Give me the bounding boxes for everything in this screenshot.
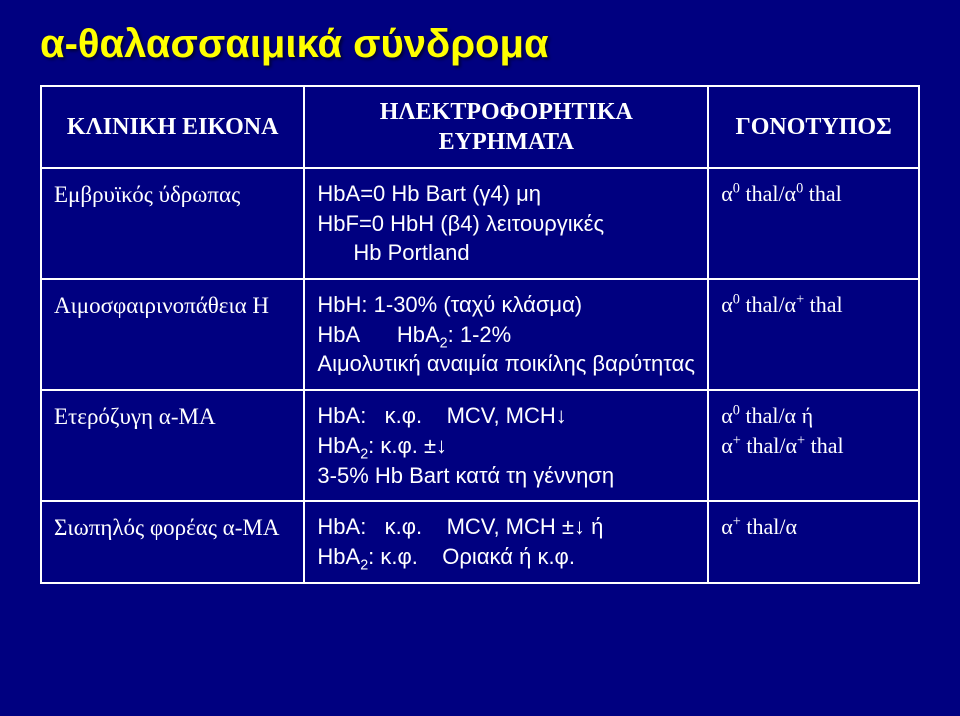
cell-clinical: Αιμοσφαιρινοπάθεια Η (41, 279, 304, 390)
cell-findings: HbA: κ.φ. MCV, MCH ±↓ ή HbA2: κ.φ. Οριακ… (304, 501, 708, 582)
cell-findings: HbA=0 Hb Bart (γ4) μη HbF=0 HbH (β4) λει… (304, 168, 708, 279)
findings-line: HbF=0 HbH (β4) λειτουργικές (317, 211, 604, 236)
findings-line: 3-5% Hb Bart κατά τη γέννηση (317, 463, 614, 488)
cell-genotype: α0 thal/α+ thal (708, 279, 919, 390)
cell-clinical: Ετερόζυγη α-ΜΑ (41, 390, 304, 501)
cell-findings: HbA: κ.φ. MCV, MCH↓ HbA2: κ.φ. ±↓ 3-5% H… (304, 390, 708, 501)
findings-line: HbA: κ.φ. MCV, MCH↓ (317, 403, 566, 428)
findings-line: HbH: 1-30% (ταχύ κλάσμα) (317, 292, 582, 317)
table-row: Ετερόζυγη α-ΜΑ HbA: κ.φ. MCV, MCH↓ HbA2:… (41, 390, 919, 501)
title-wrap: α-θαλασσαιμικά σύνδρομα (40, 18, 920, 85)
header-genotype: ΓΟΝΟΤΥΠΟΣ (708, 86, 919, 168)
table-row: Αιμοσφαιρινοπάθεια Η HbH: 1-30% (ταχύ κλ… (41, 279, 919, 390)
header-clinical: ΚΛΙΝΙΚΗ ΕΙΚΟΝΑ (41, 86, 304, 168)
findings-line: HbA: κ.φ. MCV, MCH ±↓ ή (317, 514, 603, 539)
cell-genotype: α+ thal/α (708, 501, 919, 582)
slide-title: α-θαλασσαιμικά σύνδρομα (40, 22, 920, 67)
cell-clinical: Εμβρυϊκός ύδρωπας (41, 168, 304, 279)
cell-findings: HbH: 1-30% (ταχύ κλάσμα) HbA HbA2: 1-2% … (304, 279, 708, 390)
findings-line: HbA2: κ.φ. Οριακά ή κ.φ. (317, 544, 575, 569)
findings-line: HbA=0 Hb Bart (γ4) μη (317, 181, 541, 206)
header-findings: ΗΛΕΚΤΡΟΦΟΡΗΤΙΚΑ ΕΥΡΗΜΑΤΑ (304, 86, 708, 168)
syndromes-table: ΚΛΙΝΙΚΗ ΕΙΚΟΝΑ ΗΛΕΚΤΡΟΦΟΡΗΤΙΚΑ ΕΥΡΗΜΑΤΑ … (40, 85, 920, 584)
table-row: Εμβρυϊκός ύδρωπας HbA=0 Hb Bart (γ4) μη … (41, 168, 919, 279)
cell-genotype: α0 thal/α0 thal (708, 168, 919, 279)
slide: α-θαλασσαιμικά σύνδρομα ΚΛΙΝΙΚΗ ΕΙΚΟΝΑ Η… (0, 0, 960, 716)
cell-genotype: α0 thal/α ήα+ thal/α+ thal (708, 390, 919, 501)
table-header-row: ΚΛΙΝΙΚΗ ΕΙΚΟΝΑ ΗΛΕΚΤΡΟΦΟΡΗΤΙΚΑ ΕΥΡΗΜΑΤΑ … (41, 86, 919, 168)
findings-line: Hb Portland (317, 238, 695, 268)
findings-line: HbA HbA2: 1-2% (317, 322, 511, 347)
findings-line: Αιμολυτική αναιμία ποικίλης βαρύτητας (317, 351, 695, 376)
cell-clinical: Σιωπηλός φορέας α-ΜΑ (41, 501, 304, 582)
findings-line: HbA2: κ.φ. ±↓ (317, 433, 447, 458)
table-row: Σιωπηλός φορέας α-ΜΑ HbA: κ.φ. MCV, MCH … (41, 501, 919, 582)
